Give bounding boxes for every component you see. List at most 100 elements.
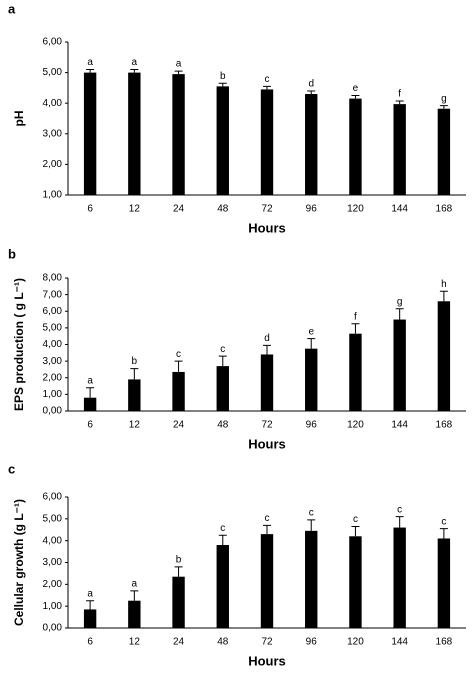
y-tick-label: 6,00 — [43, 492, 63, 503]
x-tick-label: 72 — [261, 204, 273, 215]
y-tick-label: 4,00 — [43, 535, 63, 546]
bar — [172, 74, 185, 195]
significance-letter: c — [220, 523, 225, 534]
bar — [260, 534, 274, 628]
bar — [128, 600, 141, 628]
y-tick-label: 6,00 — [43, 37, 63, 48]
y-tick-label: 0,00 — [43, 406, 63, 417]
x-tick-label: 144 — [391, 420, 408, 431]
y-axis-label: EPS production ( g L⁻¹) — [12, 278, 26, 411]
error-bar — [395, 308, 404, 320]
significance-letter: g — [441, 93, 447, 104]
y-tick-label: 1,00 — [43, 190, 63, 201]
x-tick-label: 12 — [129, 420, 141, 431]
bar — [128, 72, 141, 195]
significance-letter: f — [398, 89, 401, 100]
y-tick-label: 5,00 — [43, 67, 63, 78]
significance-letter: a — [87, 375, 93, 386]
y-tick-label: 5,00 — [43, 323, 63, 334]
significance-letter: d — [264, 333, 270, 344]
bar — [83, 397, 97, 411]
error-bar — [218, 82, 227, 87]
x-tick-label: 72 — [261, 637, 273, 648]
x-tick-label: 24 — [173, 420, 185, 431]
bar — [349, 98, 362, 195]
significance-letter: c — [441, 516, 446, 527]
bar — [305, 348, 318, 411]
y-tick-label: 4,00 — [43, 339, 63, 350]
significance-letter: c — [353, 514, 358, 525]
bar — [393, 527, 406, 628]
significance-letter: a — [87, 57, 93, 68]
significance-letter: c — [397, 504, 402, 515]
x-tick-label: 6 — [87, 204, 93, 215]
x-tick-label: 48 — [217, 204, 229, 215]
bar — [128, 379, 141, 411]
error-bar — [395, 100, 404, 105]
x-tick-label: 6 — [87, 637, 93, 648]
significance-letter: a — [132, 579, 138, 590]
significance-letter: a — [87, 588, 93, 599]
y-tick-label: 2,00 — [43, 579, 63, 590]
bar — [393, 104, 406, 195]
significance-letter: c — [176, 349, 181, 360]
x-tick-label: 24 — [173, 637, 185, 648]
error-bar — [130, 590, 139, 601]
y-tick-label: 0,00 — [43, 623, 63, 634]
bar — [437, 301, 451, 411]
significance-letter: b — [176, 555, 182, 566]
bar — [260, 354, 274, 411]
bar — [393, 319, 406, 411]
bar — [437, 538, 451, 628]
error-bar — [86, 69, 95, 73]
y-tick-label: 3,00 — [43, 128, 63, 139]
x-tick-label: 48 — [217, 420, 229, 431]
y-axis-label: pH — [12, 111, 26, 127]
significance-letter: a — [132, 57, 138, 68]
y-tick-label: 1,00 — [43, 601, 63, 612]
significance-letter: e — [353, 83, 359, 94]
error-bar — [351, 95, 360, 99]
bar — [349, 333, 362, 411]
x-tick-label: 96 — [306, 637, 318, 648]
y-tick-label: 8,00 — [43, 273, 63, 284]
error-bar — [351, 525, 360, 537]
bar — [83, 609, 97, 628]
y-tick-label: 2,00 — [43, 372, 63, 383]
bar — [437, 108, 451, 195]
error-bar — [307, 90, 316, 95]
significance-letter: f — [354, 311, 357, 322]
significance-letter: e — [308, 326, 314, 337]
x-tick-label: 6 — [87, 420, 93, 431]
significance-letter: b — [220, 71, 226, 82]
y-tick-label: 1,00 — [43, 389, 63, 400]
y-tick-label: 2,00 — [43, 159, 63, 170]
significance-letter: c — [220, 344, 225, 355]
significance-letter: h — [441, 279, 447, 290]
bar — [260, 89, 274, 195]
x-tick-label: 48 — [217, 637, 229, 648]
error-bar — [307, 519, 316, 531]
x-tick-label: 168 — [436, 420, 453, 431]
error-bar — [174, 360, 183, 372]
bar — [216, 545, 229, 628]
error-bar — [174, 566, 183, 577]
x-axis-label: Hours — [248, 653, 286, 668]
bar — [216, 366, 229, 411]
x-tick-label: 24 — [173, 204, 185, 215]
error-bar — [218, 534, 227, 546]
x-tick-label: 12 — [129, 204, 141, 215]
x-tick-label: 96 — [306, 420, 318, 431]
y-tick-label: 4,00 — [43, 98, 63, 109]
x-tick-label: 144 — [391, 204, 408, 215]
significance-letter: d — [308, 79, 314, 90]
x-tick-label: 120 — [347, 637, 364, 648]
x-tick-label: 144 — [391, 637, 408, 648]
significance-letter: c — [265, 513, 270, 524]
error-bar — [130, 69, 139, 73]
bar — [349, 536, 362, 628]
error-bar — [263, 85, 271, 90]
x-tick-label: 120 — [347, 204, 364, 215]
y-tick-label: 5,00 — [43, 513, 63, 524]
bar — [305, 530, 318, 628]
